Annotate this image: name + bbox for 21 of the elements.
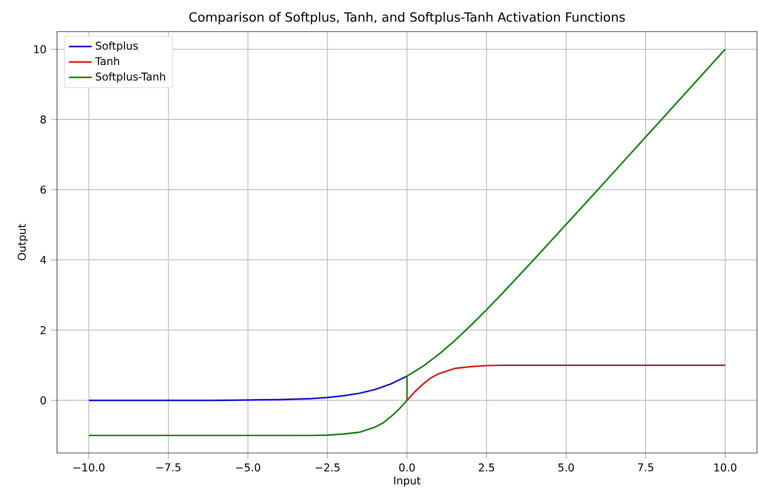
x-tick-label: 0.0 [399, 463, 415, 472]
y-tick-label: 0 [40, 396, 46, 404]
x-tick-label: −5.0 [236, 463, 260, 472]
y-tick-label: 4 [40, 256, 46, 264]
x-tick-label: −10.0 [74, 463, 104, 472]
legend-label: Softplus [96, 41, 138, 52]
x-tick-label: 5.0 [558, 463, 574, 472]
x-tick-label: 10.0 [714, 463, 736, 472]
x-tick-label: −2.5 [316, 463, 340, 472]
x-axis-title: Input [394, 476, 421, 487]
legend-label: Tanh [95, 56, 120, 66]
y-tick-label: 2 [40, 326, 46, 334]
x-tick-label: 7.5 [638, 463, 654, 472]
x-tick-label: −7.5 [156, 463, 180, 472]
y-tick-label: 6 [40, 186, 46, 194]
legend-label: Softplus-Tanh [96, 72, 166, 83]
x-tick-label: 2.5 [478, 463, 494, 472]
y-tick-label: 8 [40, 115, 46, 124]
y-axis-title: Output [18, 224, 28, 260]
y-tick-label: 10 [34, 45, 46, 54]
chart-title: Comparison of Softplus, Tanh, and Softplus-Tanh Activation Functions [189, 12, 625, 24]
